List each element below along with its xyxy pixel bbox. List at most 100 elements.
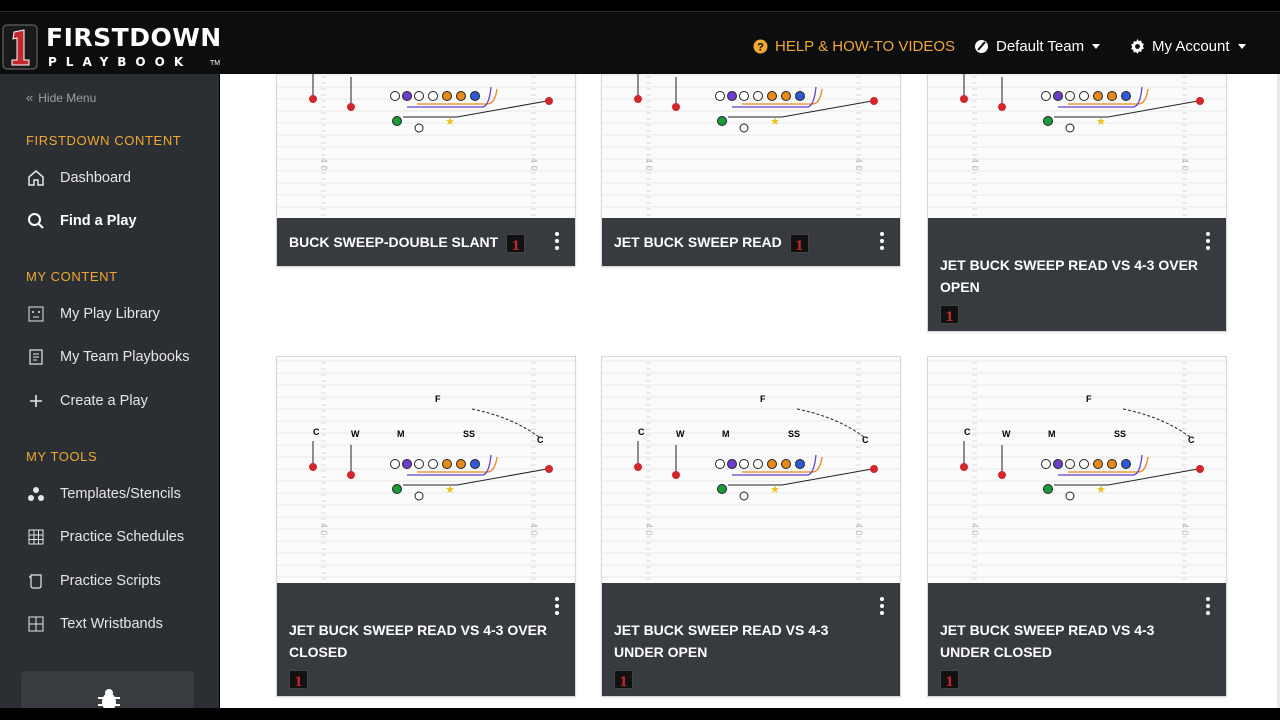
team-dropdown[interactable]: Default Team [974,36,1101,56]
svg-text:C: C [1188,435,1195,445]
scrollbar[interactable] [1277,74,1280,708]
play-card-footer: JET BUCK SWEEP READ 1 [602,218,900,266]
logo-badge-icon [2,24,38,70]
badge-number: 1 [294,674,304,690]
library-icon [26,304,46,324]
sidebar-item-label: Dashboard [60,170,131,186]
grid-icon [26,527,46,547]
play-title-text: JET BUCK SWEEP READ VS 4-3 UNDER CLOSED [940,622,1155,660]
svg-text:SS: SS [788,429,800,439]
search-icon [26,211,46,231]
sidebar-item-templates[interactable]: Templates/Stencils [26,483,181,505]
templates-icon [26,484,46,504]
firstdown-badge-icon: 1 [940,304,959,325]
double-chevron-left-icon: « [26,90,34,105]
play-title[interactable]: JET BUCK SWEEP READ 1 [614,231,884,254]
firstdown-badge-icon: 1 [506,233,526,254]
palette-icon [974,39,989,54]
plus-icon [26,391,46,411]
svg-text:4 0: 4 0 [1180,523,1190,536]
badge-number: 1 [511,238,521,254]
badge-number: 1 [945,674,955,690]
kebab-icon[interactable] [1206,232,1210,250]
play-diagram-thumbnail[interactable]: 4 0 4 0 ★ [928,74,1226,218]
badge-number: 1 [945,309,955,325]
kebab-icon[interactable] [880,597,884,615]
play-diagram-thumbnail[interactable]: 4 0 4 0 C W M F SS C ★ [277,357,575,583]
account-dropdown[interactable]: My Account [1130,36,1246,56]
sidebar-item-play-library[interactable]: My Play Library [26,303,160,325]
kebab-icon[interactable] [555,597,559,615]
trademark: TM [210,60,221,67]
hide-menu-button[interactable]: « Hide Menu [26,90,96,105]
play-diagram-thumbnail[interactable]: 4 0 4 0 ★ [602,74,900,218]
sidebar-item-wristbands[interactable]: Text Wristbands [26,613,163,635]
kebab-icon[interactable] [880,232,884,250]
svg-text:★: ★ [770,484,780,496]
home-icon [26,168,46,188]
firstdown-badge-icon: 1 [614,669,633,690]
firstdown-logo[interactable]: FIRSTDOWN PLAYBOOK TM [0,24,221,74]
play-card-footer: JET BUCK SWEEP READ VS 4-3 OVER CLOSED 1 [277,583,575,696]
sidebar-item-label: Find a Play [60,213,137,229]
section-my-content: MY CONTENT [26,269,118,284]
top-navbar: FIRSTDOWN PLAYBOOK TM ? HELP & HOW-TO VI… [0,11,1280,74]
sidebar-item-label: Text Wristbands [60,616,163,632]
script-icon [26,571,46,591]
firstdown-badge-icon: 1 [940,669,959,690]
sidebar-item-create-play[interactable]: Create a Play [26,390,148,412]
play-title[interactable]: JET BUCK SWEEP READ VS 4-3 UNDER OPEN 1 [614,619,876,690]
sidebar-item-label: Practice Scripts [60,573,161,589]
sidebar-item-label: Practice Schedules [60,529,185,545]
svg-text:F: F [435,394,441,404]
kebab-icon[interactable] [555,232,559,250]
hide-menu-label: Hide Menu [38,90,97,105]
play-card[interactable]: 4 0 4 0 ★ JET BUCK SWEEP READ VS 4-3 OVER O… [927,74,1227,332]
sidebar-item-find-play[interactable]: Find a Play [26,210,137,232]
svg-text:4 0: 4 0 [644,158,654,171]
section-firstdown-content: FIRSTDOWN CONTENT [26,133,182,148]
play-diagram-thumbnail[interactable]: 4 0 4 0 ★ [277,74,575,218]
play-title[interactable]: JET BUCK SWEEP READ VS 4-3 OVER OPEN 1 [940,254,1202,325]
svg-text:4 0: 4 0 [1180,158,1190,171]
svg-text:★: ★ [1096,484,1106,496]
help-videos-link[interactable]: ? HELP & HOW-TO VIDEOS [753,36,955,56]
play-card[interactable]: 4 0 4 0 C W M F SS C ★ JET BUCK SWEEP READ VS 4-3… [276,356,576,697]
kebab-icon[interactable] [1206,597,1210,615]
sidebar: « Hide Menu FIRSTDOWN CONTENT Dashboard … [0,74,219,711]
play-card-footer: BUCK SWEEP-DOUBLE SLANT 1 [277,218,575,266]
play-title[interactable]: JET BUCK SWEEP READ VS 4-3 UNDER CLOSED 1 [940,619,1202,690]
badge-number: 1 [619,674,629,690]
sidebar-item-team-playbooks[interactable]: My Team Playbooks [26,346,189,368]
play-card[interactable]: 4 0 4 0 C W M F SS C ★ JET BUCK SWEEP READ VS 4-3… [927,356,1227,697]
gear-icon [1130,38,1145,54]
svg-text:W: W [1002,429,1011,439]
svg-text:4 0: 4 0 [854,158,864,171]
help-label: HELP & HOW-TO VIDEOS [775,37,956,55]
svg-text:SS: SS [463,429,475,439]
svg-text:C: C [313,427,320,437]
badge-number: 1 [794,238,804,254]
play-title[interactable]: JET BUCK SWEEP READ VS 4-3 OVER CLOSED 1 [289,619,551,690]
play-diagram-thumbnail[interactable]: 4 0 4 0 C W M F SS C ★ [602,357,900,583]
play-title[interactable]: BUCK SWEEP-DOUBLE SLANT 1 [289,231,559,254]
svg-text:★: ★ [445,484,455,496]
play-card-footer: JET BUCK SWEEP READ VS 4-3 UNDER OPEN 1 [602,583,900,696]
svg-text:C: C [964,427,971,437]
play-title-text: JET BUCK SWEEP READ VS 4-3 UNDER OPEN [614,622,829,660]
svg-text:F: F [760,394,766,404]
play-card[interactable]: 4 0 4 0 C W M F SS C ★ JET BUCK SWEEP READ VS 4-3… [601,356,901,697]
report-bug-button[interactable] [21,671,194,711]
sidebar-item-schedules[interactable]: Practice Schedules [26,526,184,548]
svg-text:★: ★ [1096,116,1106,128]
svg-text:4 0: 4 0 [644,523,654,536]
help-icon: ? [753,39,768,54]
play-title-text: JET BUCK SWEEP READ VS 4-3 OVER CLOSED [289,622,548,660]
sidebar-item-scripts[interactable]: Practice Scripts [26,570,161,592]
play-diagram-thumbnail[interactable]: 4 0 4 0 C W M F SS C ★ [928,357,1226,583]
play-card[interactable]: 4 0 4 0 ★ JET BUCK SWEEP READ 1 [601,74,901,267]
chevron-down-icon [1092,43,1101,49]
sidebar-item-label: Create a Play [60,393,148,409]
sidebar-item-dashboard[interactable]: Dashboard [26,167,131,189]
play-card[interactable]: 4 0 4 0 ★ BUCK SWEEP-DOUBLE SLANT 1 [276,74,576,267]
